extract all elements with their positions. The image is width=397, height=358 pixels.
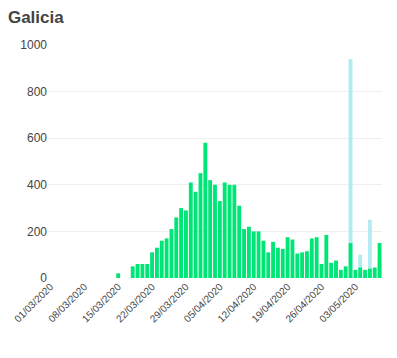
svg-text:03/05/2020: 03/05/2020 (317, 281, 360, 324)
svg-text:15/03/2020: 15/03/2020 (80, 281, 123, 324)
svg-text:200: 200 (27, 225, 47, 239)
svg-text:26/04/2020: 26/04/2020 (283, 281, 326, 324)
svg-text:12/04/2020: 12/04/2020 (215, 281, 258, 324)
svg-text:01/03/2020: 01/03/2020 (12, 281, 55, 324)
svg-text:0: 0 (40, 271, 47, 285)
svg-text:600: 600 (27, 131, 47, 145)
svg-text:400: 400 (27, 178, 47, 192)
svg-text:Galicia: Galicia (8, 8, 64, 27)
svg-text:29/03/2020: 29/03/2020 (148, 281, 191, 324)
svg-text:08/03/2020: 08/03/2020 (46, 281, 89, 324)
svg-text:800: 800 (27, 85, 47, 99)
svg-text:19/04/2020: 19/04/2020 (249, 281, 292, 324)
svg-text:1000: 1000 (20, 38, 47, 52)
svg-text:05/04/2020: 05/04/2020 (182, 281, 225, 324)
svg-text:22/03/2020: 22/03/2020 (114, 281, 157, 324)
